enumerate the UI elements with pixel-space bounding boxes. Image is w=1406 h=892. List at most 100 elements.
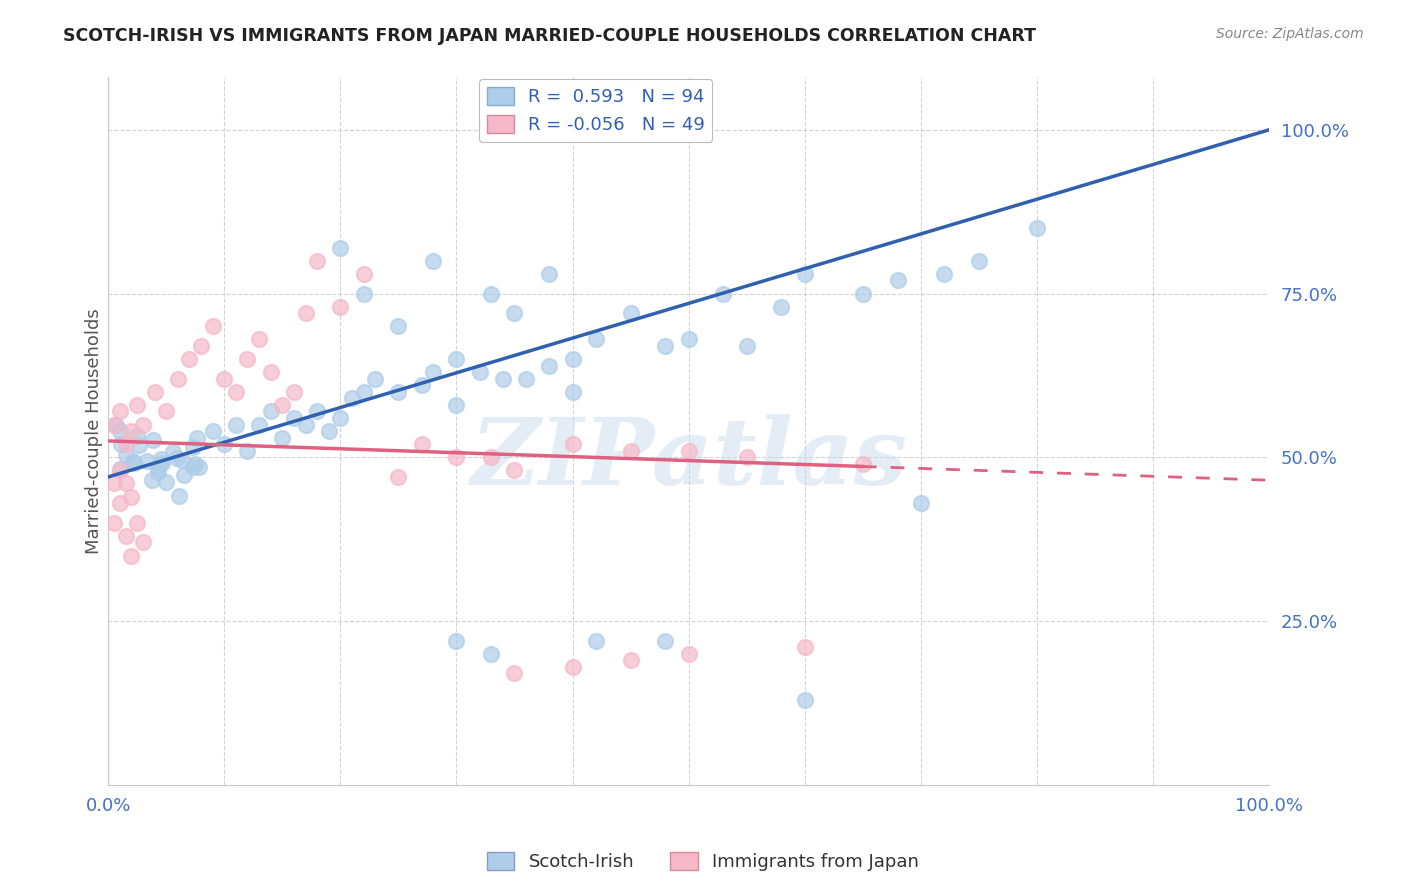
Point (166, 450, 188, 465)
Point (503, 463, 526, 477)
Point (411, 437, 433, 451)
Point (142, 433, 165, 447)
Point (654, 633, 676, 648)
Point (121, 453, 143, 467)
Point (538, 267, 561, 281)
Point (468, 365, 491, 379)
Point (146, 460, 169, 475)
Point (422, 253, 444, 268)
Point (108, 496, 131, 510)
Point (446, 398, 468, 412)
Point (585, 633, 607, 648)
Point (214, 437, 236, 451)
Point (114, 476, 136, 491)
Point (479, 286, 502, 301)
Point (105, 418, 128, 433)
Point (329, 241, 352, 255)
Point (132, 417, 155, 432)
Point (353, 286, 375, 301)
Point (1025, 221, 1047, 235)
Point (201, 319, 224, 334)
Point (108, 463, 131, 477)
Point (110, 424, 132, 438)
Point (271, 398, 294, 412)
Point (103, 417, 125, 432)
Point (155, 475, 177, 490)
Text: ZIPatlas: ZIPatlas (470, 415, 907, 504)
Point (387, 384, 409, 399)
Point (201, 424, 224, 438)
Point (353, 267, 375, 281)
Point (307, 404, 329, 418)
Point (411, 378, 433, 392)
Point (318, 424, 340, 438)
Point (214, 372, 236, 386)
Point (149, 452, 172, 467)
Point (446, 450, 468, 465)
Point (173, 467, 195, 482)
Point (127, 429, 149, 443)
Point (585, 333, 607, 347)
Point (236, 352, 259, 367)
Point (852, 457, 875, 471)
Point (110, 437, 132, 451)
Y-axis label: Married-couple Households: Married-couple Households (86, 309, 103, 554)
Point (114, 529, 136, 543)
Point (515, 372, 537, 386)
Legend: R =  0.593   N = 94, R = -0.056   N = 49: R = 0.593 N = 94, R = -0.056 N = 49 (479, 79, 713, 142)
Point (886, 273, 908, 287)
Point (146, 465, 169, 479)
Point (103, 516, 125, 530)
Point (561, 352, 583, 367)
Point (538, 359, 561, 373)
Point (422, 365, 444, 379)
Point (678, 333, 700, 347)
Point (162, 444, 184, 458)
Point (120, 424, 142, 438)
Point (932, 267, 955, 281)
Point (619, 443, 641, 458)
Text: Source: ZipAtlas.com: Source: ZipAtlas.com (1216, 27, 1364, 41)
Point (148, 457, 170, 471)
Point (561, 437, 583, 451)
Point (654, 339, 676, 353)
Point (353, 384, 375, 399)
Point (678, 647, 700, 661)
Point (619, 306, 641, 320)
Point (271, 431, 294, 445)
Point (169, 490, 191, 504)
Point (170, 453, 193, 467)
Point (114, 437, 136, 451)
Point (225, 384, 247, 399)
Point (120, 549, 142, 563)
Point (179, 352, 201, 367)
Point (150, 456, 173, 470)
Point (735, 450, 758, 465)
Point (188, 460, 211, 475)
Point (122, 457, 145, 471)
Point (770, 300, 793, 314)
Point (387, 319, 409, 334)
Point (294, 417, 316, 432)
Point (561, 384, 583, 399)
Point (236, 443, 259, 458)
Point (108, 404, 131, 418)
Point (143, 384, 166, 399)
Point (128, 438, 150, 452)
Point (852, 286, 875, 301)
Point (283, 384, 305, 399)
Point (247, 417, 270, 432)
Point (108, 462, 131, 476)
Point (678, 443, 700, 458)
Point (793, 640, 815, 655)
Point (713, 286, 735, 301)
Point (793, 692, 815, 706)
Point (967, 253, 990, 268)
Point (910, 496, 932, 510)
Point (247, 333, 270, 347)
Point (190, 339, 212, 353)
Point (260, 404, 283, 418)
Point (619, 653, 641, 667)
Point (503, 666, 526, 681)
Point (364, 372, 387, 386)
